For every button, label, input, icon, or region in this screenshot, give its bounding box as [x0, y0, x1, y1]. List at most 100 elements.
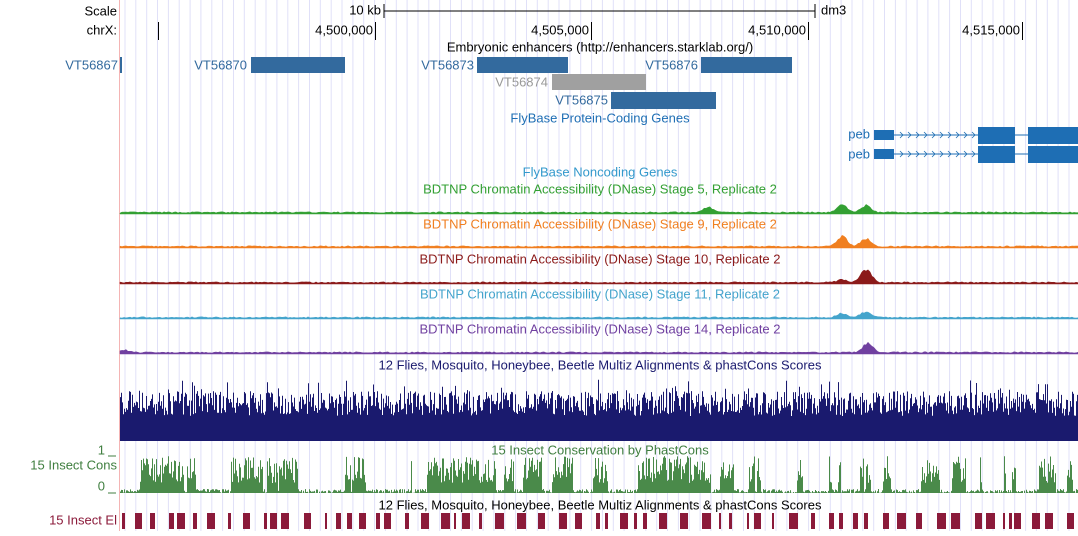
- position: 4,510,000: [748, 22, 806, 37]
- position: 4,515,000: [962, 22, 1020, 37]
- element: [659, 513, 667, 529]
- element: [575, 513, 582, 529]
- element: [702, 513, 711, 529]
- element: [193, 513, 197, 529]
- element: [264, 513, 267, 529]
- element: [916, 513, 922, 529]
- track-title: 12 Flies, Mosquito, Honeybee, Beetle Mul…: [379, 497, 822, 512]
- element: [789, 513, 798, 529]
- element: [853, 513, 858, 529]
- element: [1045, 513, 1053, 529]
- track-title: BDTNP Chromatin Accessibility (DNase) St…: [423, 216, 777, 231]
- gene-models: peb peb: [848, 126, 1078, 163]
- chrom-label: chrX:: [87, 22, 117, 37]
- element: [680, 513, 688, 529]
- side-label: 15 Insect Cons: [30, 457, 117, 472]
- element: [951, 513, 960, 529]
- enhancer-label: VT56875: [555, 92, 608, 107]
- ruler-ticks: [158, 22, 1023, 40]
- element: [1009, 513, 1012, 529]
- element: [336, 513, 341, 529]
- signal: [119, 234, 1078, 249]
- grid-lines: [124, 0, 1070, 531]
- element: [897, 513, 906, 529]
- track-title: 12 Flies, Mosquito, Honeybee, Beetle Mul…: [379, 357, 822, 372]
- enhancer-label: VT56867: [65, 57, 118, 72]
- gene-label: peb: [848, 146, 870, 161]
- element: [643, 513, 647, 529]
- enhancer-block: [552, 74, 646, 90]
- enhancer-label: VT56870: [194, 57, 247, 72]
- signal: [119, 269, 1078, 285]
- element: [270, 513, 277, 529]
- signal-tracks: [119, 204, 1078, 529]
- gene-label: peb: [848, 126, 870, 141]
- multiz-signal: [120, 379, 1078, 441]
- element: [975, 513, 982, 529]
- element: [829, 513, 834, 529]
- element: [281, 513, 289, 529]
- element: [1014, 513, 1021, 529]
- element: [538, 513, 545, 529]
- element: [495, 513, 504, 529]
- track-title: Embryonic enhancers (http://enhancers.st…: [447, 39, 753, 54]
- element: [122, 513, 125, 529]
- axis-label: 0: [98, 478, 105, 493]
- signal: [119, 311, 1078, 320]
- element: [620, 513, 628, 529]
- track-title: BDTNP Chromatin Accessibility (DNase) St…: [423, 181, 777, 196]
- element: [605, 513, 608, 529]
- element: [359, 513, 366, 529]
- element: [150, 513, 155, 529]
- element: [937, 513, 946, 529]
- element: [596, 513, 600, 529]
- track-title: 15 Insect Conservation by PhastCons: [491, 442, 709, 457]
- element: [1067, 513, 1074, 529]
- element: [517, 513, 526, 529]
- element: [811, 513, 815, 529]
- element: [986, 513, 995, 529]
- element: [169, 513, 174, 529]
- scale-bar: [383, 4, 816, 18]
- element: [479, 513, 482, 529]
- assembly: dm3: [821, 2, 846, 17]
- signal: [119, 204, 1078, 215]
- element: [1032, 513, 1040, 529]
- element: [304, 513, 311, 529]
- element: [454, 513, 456, 529]
- axis-ticks: [108, 455, 116, 494]
- side-label: 15 Insect El: [49, 512, 117, 527]
- enhancer-label: VT56873: [421, 57, 474, 72]
- element: [421, 513, 429, 529]
- track-title: FlyBase Protein-Coding Genes: [510, 110, 690, 125]
- element: [228, 513, 231, 529]
- element: [634, 513, 637, 529]
- enhancer-label: VT56874: [495, 74, 548, 89]
- track-title: BDTNP Chromatin Accessibility (DNase) St…: [420, 286, 780, 301]
- track-title: FlyBase Noncoding Genes: [523, 164, 678, 179]
- enhancer-label: VT56876: [645, 57, 698, 72]
- element: [729, 513, 732, 529]
- element: [559, 513, 567, 529]
- position: 4,505,000: [531, 22, 589, 37]
- element: [384, 513, 391, 529]
- position: 4,500,000: [315, 22, 373, 37]
- element: [376, 513, 380, 529]
- element: [177, 513, 185, 529]
- element: [441, 513, 450, 529]
- enhancer-blocks: [120, 57, 792, 109]
- element: [325, 513, 327, 529]
- scale-label: Scale: [84, 3, 117, 18]
- element: [883, 513, 889, 529]
- element: [839, 513, 843, 529]
- element: [347, 513, 352, 529]
- signal: [119, 341, 1078, 355]
- strand-arrows: [899, 131, 976, 158]
- track-title: BDTNP Chromatin Accessibility (DNase) St…: [419, 321, 780, 336]
- element: [747, 513, 749, 529]
- track-title: BDTNP Chromatin Accessibility (DNase) St…: [419, 251, 780, 266]
- element: [1003, 513, 1005, 529]
- element: [405, 513, 409, 529]
- element: [772, 513, 774, 529]
- element: [719, 513, 721, 529]
